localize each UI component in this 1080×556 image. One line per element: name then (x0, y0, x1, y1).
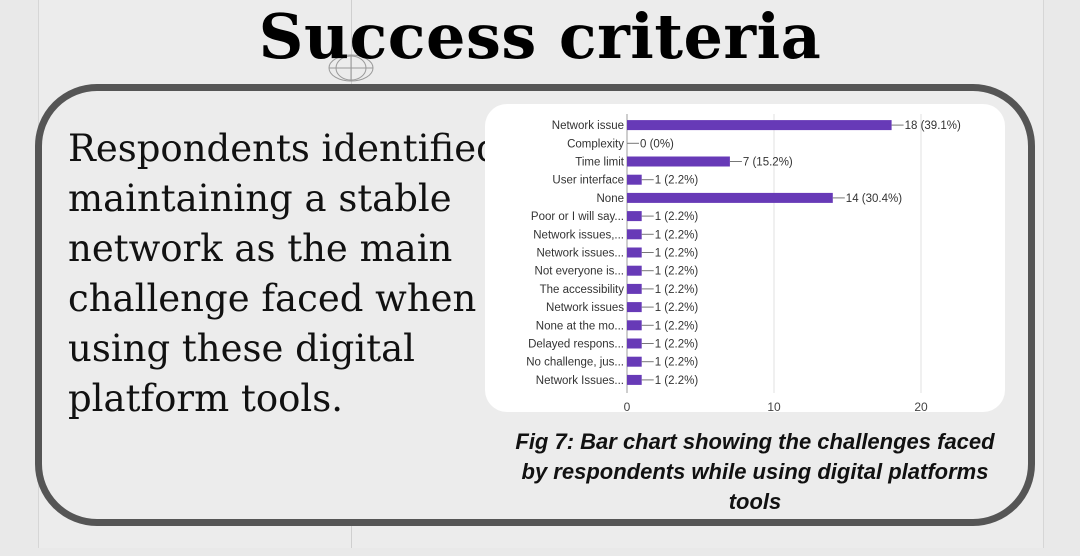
bar (627, 229, 642, 240)
category-label: User interface (552, 175, 624, 187)
data-label: 1 (2.2%) (655, 284, 699, 296)
category-label: Delayed respons... (528, 339, 624, 351)
data-label: 1 (2.2%) (655, 211, 699, 223)
bar (627, 247, 642, 258)
x-tick-label: 0 (624, 400, 631, 412)
data-label: 1 (2.2%) (655, 357, 699, 369)
bar (627, 356, 642, 367)
category-label: No challenge, jus... (526, 357, 624, 369)
data-label: 18 (39.1%) (905, 120, 961, 132)
chart-card: 0 10 20 Network issue 18 (39.1%) Complexity 0 … (485, 104, 1005, 412)
data-label: 1 (2.2%) (655, 320, 699, 332)
bar (627, 156, 730, 167)
category-label: None (597, 193, 625, 205)
x-tick-label: 10 (767, 400, 781, 412)
bar (627, 283, 642, 294)
category-label: Network issues (546, 302, 624, 314)
bar (627, 265, 642, 276)
bar (627, 174, 642, 185)
data-label: 14 (30.4%) (846, 193, 902, 205)
category-label: Not everyone is... (535, 266, 624, 278)
data-label: 1 (2.2%) (655, 175, 699, 187)
category-label: Network issue (552, 120, 624, 132)
category-label: The accessibility (540, 284, 625, 296)
bar (627, 302, 642, 313)
category-label: Network issues,... (533, 229, 624, 241)
category-label: Complexity (567, 138, 624, 150)
data-label: 7 (15.2%) (743, 157, 793, 169)
bar (627, 211, 642, 222)
bar (627, 374, 642, 385)
data-label: 1 (2.2%) (655, 375, 699, 387)
category-label: Time limit (575, 157, 625, 169)
data-label: 1 (2.2%) (655, 248, 699, 260)
page-title: Success criteria (258, 0, 822, 73)
x-tick-label: 20 (914, 400, 928, 412)
data-label: 1 (2.2%) (655, 339, 699, 351)
category-label: None at the mo... (536, 320, 624, 332)
data-label: 1 (2.2%) (655, 229, 699, 241)
bar (627, 192, 833, 203)
category-label: Network Issues... (536, 375, 624, 387)
category-label: Network issues... (536, 248, 624, 260)
category-label: Poor or I will say... (531, 211, 624, 223)
circle-mark-icon (328, 54, 374, 82)
data-label: 0 (0%) (640, 138, 674, 150)
bar (627, 320, 642, 331)
bar (627, 120, 892, 131)
data-label: 1 (2.2%) (655, 302, 699, 314)
data-label: 1 (2.2%) (655, 266, 699, 278)
bar (627, 338, 642, 349)
body-text: Respondents identified maintaining a sta… (68, 127, 500, 420)
figure-caption: Fig 7: Bar chart showing the challenges … (515, 429, 995, 514)
bar-chart: 0 10 20 Network issue 18 (39.1%) Complexity 0 … (526, 114, 961, 412)
